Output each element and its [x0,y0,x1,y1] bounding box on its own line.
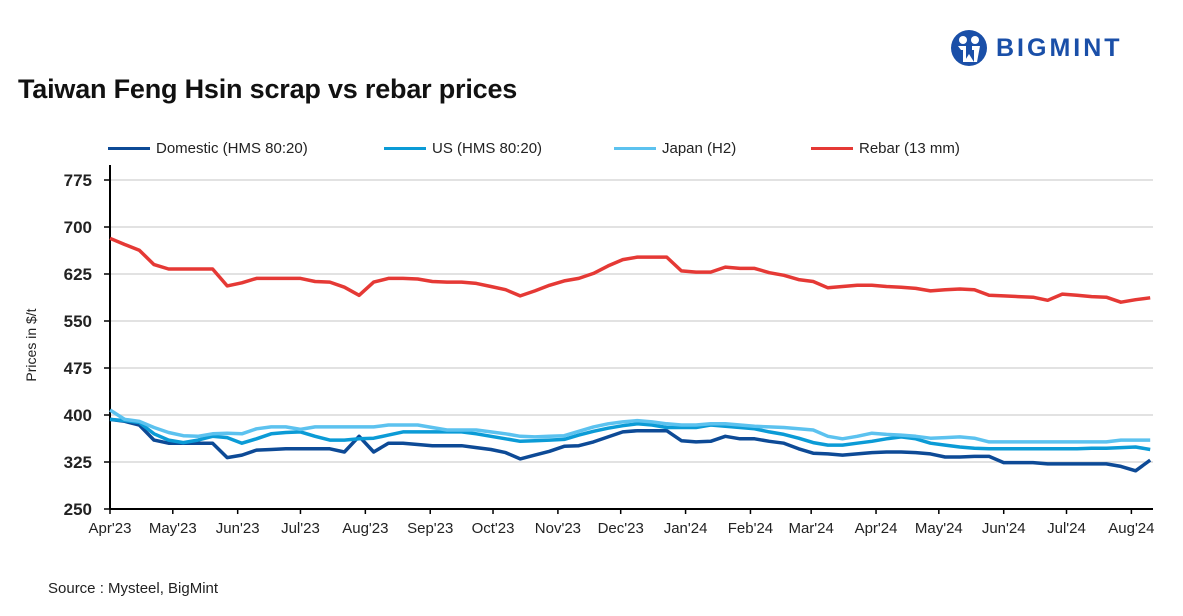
y-tick-label: 325 [64,453,92,472]
x-tick-label: Jul'24 [1047,520,1086,537]
y-tick-label: 625 [64,265,92,284]
x-tick-label: May'24 [915,520,963,537]
legend-swatch [811,147,853,150]
legend-item-rebar: Rebar (13 mm) [811,140,960,157]
legend-swatch [614,147,656,150]
x-tick-label: Jun'24 [982,520,1026,537]
series-line-2 [109,408,1151,444]
series-line-1 [109,417,1151,452]
y-tick-label: 475 [64,359,92,378]
x-tick-label: Oct'23 [472,520,515,537]
series-line-3 [109,236,1151,304]
legend-swatch [384,147,426,150]
x-tick-label: Dec'23 [598,520,644,537]
series-line-0 [109,417,1152,473]
x-tick-label: Jan'24 [664,520,708,537]
x-tick-label: Apr'24 [855,520,898,537]
y-tick-label: 250 [64,500,92,519]
x-tick-label: Jul'23 [281,520,320,537]
chart-title: Taiwan Feng Hsin scrap vs rebar prices [18,74,518,104]
legend-swatch [108,147,150,150]
x-tick-label: Feb'24 [728,520,773,537]
y-axis-title: Prices in $/t [23,308,39,381]
y-tick-label: 700 [64,218,92,237]
legend-label: Japan (H2) [662,140,737,157]
legend-item-us: US (HMS 80:20) [384,140,542,157]
bigmint-logo: BIGMINT [950,29,1123,67]
y-tick-label: 775 [64,171,92,190]
x-tick-label: Aug'24 [1108,520,1154,537]
source-note: Source : Mysteel, BigMint [48,580,219,597]
x-tick-label: Jun'23 [216,520,260,537]
legend-label: US (HMS 80:20) [432,140,543,157]
legend-label: Rebar (13 mm) [859,140,960,157]
legend-item-japan: Japan (H2) [614,140,736,157]
y-tick-label: 400 [64,406,92,425]
legend-label: Domestic (HMS 80:20) [156,140,308,157]
y-tick-label: 550 [64,312,92,331]
legend: Domestic (HMS 80:20) US (HMS 80:20) Japa… [0,140,1183,160]
bigmint-logo-text: BIGMINT [996,33,1123,62]
x-tick-label: Aug'23 [342,520,388,537]
x-tick-label: May'23 [149,520,197,537]
x-tick-label: Apr'23 [89,520,132,537]
x-tick-label: Mar'24 [788,520,833,537]
bigmint-logo-icon [951,30,987,66]
x-tick-label: Nov'23 [535,520,581,537]
x-tick-label: Sep'23 [407,520,453,537]
legend-item-domestic: Domestic (HMS 80:20) [108,140,308,157]
